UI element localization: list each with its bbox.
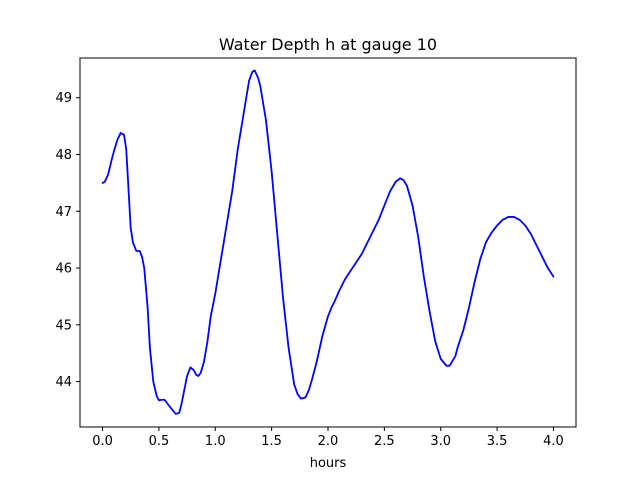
- x-tick-label: 3.5: [487, 434, 508, 449]
- x-tick-label: 4.0: [543, 434, 564, 449]
- x-axis-label: hours: [310, 456, 347, 471]
- y-tick-label: 45: [55, 318, 72, 333]
- ticks-layer: 0.0 0.5 1.0 1.5 2.0 2.5 3.0 3.5 4.0 44 45 46 47 48 49: [55, 91, 563, 449]
- series-layer: [101, 69, 555, 415]
- x-tick-label: 3.0: [430, 434, 451, 449]
- series-line: [101, 69, 555, 415]
- y-tick-label: 46: [55, 262, 72, 277]
- x-tick-label: 2.5: [374, 434, 395, 449]
- y-tick-label: 48: [55, 148, 72, 163]
- x-tick-label: 2.0: [318, 434, 339, 449]
- plot-frame: [79, 57, 577, 428]
- y-tick-label: 49: [55, 91, 72, 106]
- chart-title: Water Depth h at gauge 10: [219, 35, 437, 54]
- x-tick-label: 0.0: [92, 434, 113, 449]
- x-tick-label: 0.5: [149, 434, 170, 449]
- y-tick-label: 44: [55, 375, 72, 390]
- x-tick-label: 1.0: [205, 434, 226, 449]
- x-tick-label: 1.5: [261, 434, 282, 449]
- y-tick-label: 47: [55, 205, 72, 220]
- plot-area: [80, 58, 576, 427]
